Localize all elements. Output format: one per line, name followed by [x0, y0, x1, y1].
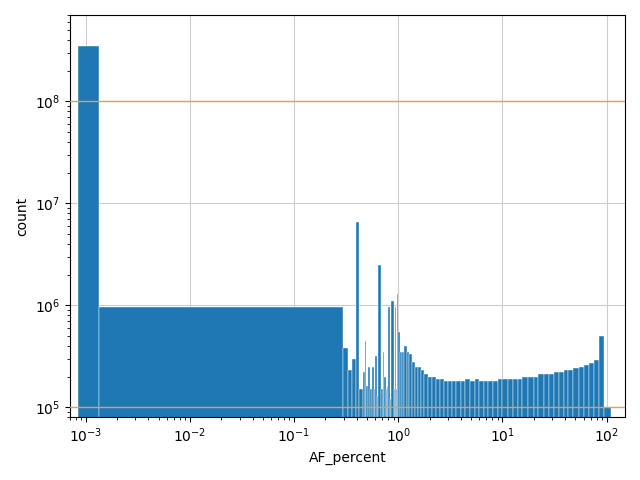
Bar: [554, 372, 559, 480]
Bar: [356, 222, 359, 480]
Bar: [390, 399, 392, 480]
Bar: [370, 389, 372, 480]
Bar: [513, 379, 518, 480]
Bar: [404, 346, 406, 480]
Bar: [429, 376, 432, 480]
Bar: [484, 381, 488, 480]
Bar: [544, 374, 549, 480]
Bar: [392, 301, 394, 480]
Bar: [493, 381, 498, 480]
Bar: [475, 379, 479, 480]
Bar: [568, 371, 573, 480]
Bar: [461, 381, 465, 480]
Bar: [594, 360, 599, 480]
Bar: [99, 308, 343, 480]
Bar: [470, 381, 475, 480]
Bar: [452, 381, 456, 480]
Bar: [372, 367, 374, 480]
Bar: [579, 367, 584, 480]
Bar: [440, 379, 444, 480]
Bar: [377, 396, 378, 480]
Bar: [508, 379, 513, 480]
Bar: [368, 367, 370, 480]
Bar: [402, 352, 404, 480]
Bar: [604, 407, 611, 480]
Bar: [78, 46, 99, 480]
Bar: [584, 365, 589, 480]
Bar: [410, 354, 412, 480]
Bar: [359, 389, 363, 480]
Bar: [415, 367, 418, 480]
Bar: [388, 308, 390, 480]
Bar: [549, 374, 554, 480]
Bar: [534, 376, 538, 480]
Bar: [599, 336, 604, 480]
Bar: [394, 389, 396, 480]
Bar: [396, 389, 397, 480]
Bar: [589, 363, 594, 480]
Bar: [488, 381, 493, 480]
Bar: [343, 348, 348, 480]
Bar: [378, 264, 381, 480]
Bar: [385, 389, 387, 480]
Bar: [381, 389, 383, 480]
Bar: [363, 372, 365, 480]
Bar: [479, 381, 484, 480]
Bar: [573, 369, 579, 480]
Bar: [538, 374, 544, 480]
Bar: [456, 381, 461, 480]
Bar: [421, 371, 424, 480]
Bar: [465, 379, 470, 480]
Bar: [432, 376, 436, 480]
Bar: [564, 371, 568, 480]
Bar: [418, 367, 421, 480]
Bar: [374, 389, 375, 480]
Bar: [352, 359, 356, 480]
Bar: [375, 356, 377, 480]
Bar: [436, 379, 440, 480]
Bar: [412, 361, 415, 480]
Bar: [398, 332, 400, 480]
Bar: [424, 374, 429, 480]
Bar: [448, 381, 452, 480]
X-axis label: AF_percent: AF_percent: [308, 451, 386, 465]
Bar: [365, 341, 367, 480]
Bar: [384, 376, 385, 480]
Bar: [559, 372, 564, 480]
Bar: [406, 352, 410, 480]
Bar: [522, 376, 528, 480]
Y-axis label: count: count: [15, 196, 29, 236]
Bar: [348, 371, 352, 480]
Bar: [400, 352, 402, 480]
Bar: [397, 294, 398, 480]
Bar: [387, 386, 388, 480]
Bar: [502, 379, 508, 480]
Bar: [528, 376, 534, 480]
Bar: [518, 379, 522, 480]
Bar: [498, 379, 502, 480]
Bar: [367, 386, 368, 480]
Bar: [383, 352, 384, 480]
Bar: [444, 381, 448, 480]
